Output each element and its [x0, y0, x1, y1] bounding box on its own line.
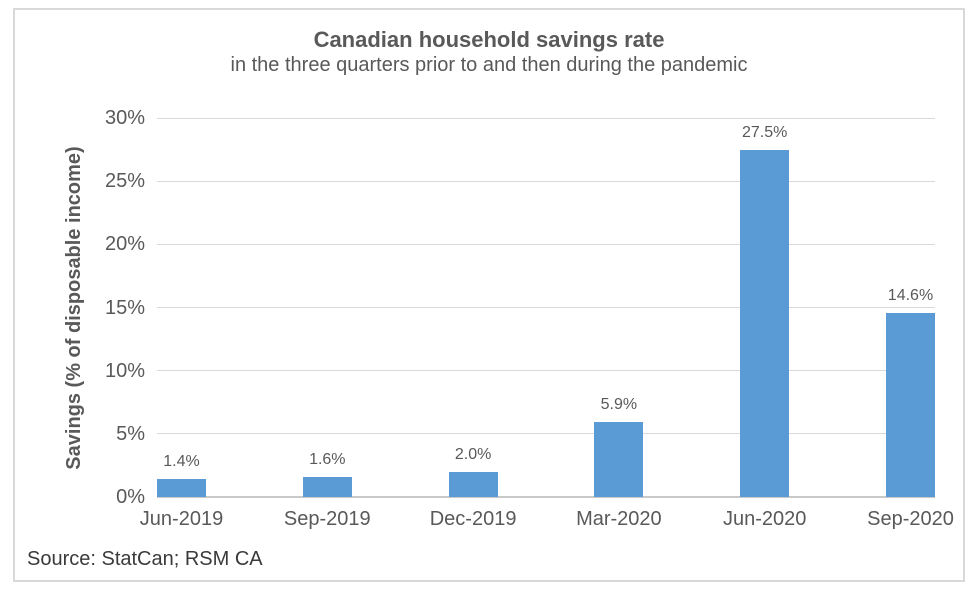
bar-slot-Jun-2020: 27.5%	[740, 118, 790, 497]
bar-slot-Sep-2019: 1.6%	[302, 118, 352, 497]
bar-value-label-Mar-2020: 5.9%	[600, 396, 638, 413]
x-label-slot-Dec-2019: Dec-2019	[430, 508, 517, 532]
x-axis-tick-labels: Jun-2019 Sep-2019 Dec-2019 Mar-2020 Jun-2020…	[140, 508, 954, 532]
bar-value-label-Jun-2019: 1.4%	[163, 453, 200, 470]
gridline-10pct	[157, 370, 935, 372]
x-axis-line	[157, 496, 935, 498]
x-label-slot-Mar-2020: Mar-2020	[576, 508, 662, 532]
gridline-15pct	[157, 307, 935, 308]
x-tick-label-Mar-2020: Mar-2020	[576, 508, 662, 530]
y-tick-label-5pct: 5%	[116, 422, 145, 445]
bar-value-label-Sep-2020: 14.6%	[887, 287, 934, 304]
bar-Dec-2019	[448, 472, 498, 497]
bar-slot-Dec-2019: 2.0%	[448, 118, 498, 497]
y-tick-label-30pct: 30%	[104, 107, 145, 129]
x-tick-label-Dec-2019: Dec-2019	[429, 508, 517, 530]
bar-slot-Mar-2020: 5.9%	[594, 118, 644, 497]
gridline-30pct	[157, 117, 935, 119]
x-tick-label-Jun-2019: Jun-2019	[139, 508, 224, 530]
plot-area: 1.4% 1.6% 2.0% 5.9% 27.5% 14.6%	[157, 118, 935, 497]
y-tick-label-10pct: 10%	[104, 359, 145, 382]
gridline-20pct	[157, 243, 935, 245]
source-note: Source: StatCan; RSM CA	[27, 548, 263, 570]
bar-value-label-Jun-2020: 27.5%	[742, 124, 788, 141]
y-tick-label-20pct: 20%	[104, 233, 145, 256]
x-label-slot-Jun-2020: Jun-2020	[723, 508, 806, 532]
bar-Jun-2019	[157, 479, 206, 497]
x-tick-label-Sep-2020: Sep-2020	[867, 508, 954, 530]
gridline-5pct	[157, 433, 935, 435]
gridline-25pct	[157, 180, 935, 182]
y-tick-label-25pct: 25%	[104, 170, 145, 193]
chart-title: Canadian household savings rate	[313, 27, 665, 52]
x-label-slot-Sep-2019: Sep-2019	[284, 508, 371, 532]
bar-Mar-2020	[594, 422, 644, 497]
x-tick-label-Sep-2019: Sep-2019	[283, 508, 371, 530]
bar-Sep-2020	[885, 313, 935, 497]
bar-Sep-2019	[302, 477, 352, 497]
title-block: Canadian household savings rate in the t…	[13, 27, 965, 78]
bar-slot-Jun-2019: 1.4%	[157, 118, 206, 497]
bar-value-label-Dec-2019: 2.0%	[454, 446, 492, 463]
x-label-slot-Sep-2020: Sep-2020	[867, 508, 954, 532]
bar-slot-Sep-2020: 14.6%	[885, 118, 935, 497]
bar-value-label-Sep-2019: 1.6%	[309, 451, 346, 468]
y-tick-label-0pct: 0%	[116, 486, 145, 508]
x-tick-label-Jun-2020: Jun-2020	[722, 508, 807, 530]
y-tick-label-15pct: 15%	[104, 296, 145, 319]
bar-Jun-2020	[740, 150, 790, 497]
chart-subtitle: in the three quarters prior to and then …	[230, 54, 748, 76]
x-label-slot-Jun-2019: Jun-2019	[140, 508, 223, 532]
